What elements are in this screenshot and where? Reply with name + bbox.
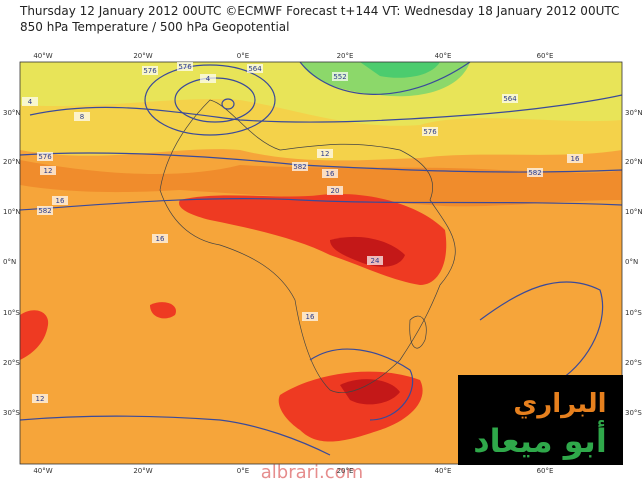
logo-line1: البراري [513, 389, 606, 419]
lat-label-right: 30°N [625, 109, 643, 117]
contour [20, 198, 622, 211]
contour-label: 20 [331, 187, 340, 195]
contour-label-bg [37, 152, 53, 161]
lon-label-bottom: 60°E [537, 467, 554, 475]
lat-label-left: 10°S [3, 309, 20, 317]
temp-light [20, 62, 622, 126]
contour [29, 94, 622, 123]
contour [144, 64, 276, 136]
contour-label: 12 [36, 395, 45, 403]
temp-green-dark [360, 62, 440, 78]
contour-label-bg [152, 234, 168, 243]
contour-label-bg [317, 149, 333, 158]
contour-label: 564 [248, 65, 262, 73]
contour-label-bg [332, 72, 348, 81]
contour-label: 576 [423, 128, 437, 136]
map-frame [19, 61, 623, 465]
contour-label-bg [322, 169, 338, 178]
header-line2: 850 hPa Temperature / 500 hPa Geopotenti… [20, 20, 289, 34]
contour-label-bg [567, 154, 583, 163]
contour-label-bg [302, 312, 318, 321]
lon-label-bottom: 20°W [133, 467, 152, 475]
contour-label: 552 [333, 73, 346, 81]
contour-label-bg [367, 256, 383, 265]
lat-label-left: 20°S [3, 359, 20, 367]
lon-label-top: 40°W [33, 52, 52, 60]
contour-label-bg [40, 166, 56, 175]
lon-label-bottom: 20°E [337, 467, 354, 475]
contour [479, 281, 604, 381]
header-line1: Thursday 12 January 2012 00UTC ©ECMWF Fo… [19, 4, 619, 18]
contour-label-bg [292, 162, 308, 171]
lat-label-right: 10°S [625, 309, 642, 317]
contour [221, 98, 235, 110]
watermark: albrari.com [261, 462, 363, 481]
temp-red-small [150, 302, 176, 319]
lat-label-left: 30°N [3, 109, 21, 117]
lon-label-top: 0°E [237, 52, 249, 60]
contour-label: 582 [528, 169, 541, 177]
lat-label-right: 20°N [625, 158, 643, 166]
contour-label: 16 [56, 197, 65, 205]
contour-label-bg [502, 94, 518, 103]
lat-label-left: 0°N [3, 258, 16, 266]
contour-label: 576 [143, 67, 157, 75]
contour-label: 24 [371, 257, 380, 265]
contour-label: 576 [178, 63, 192, 71]
contour-label-bg [327, 186, 343, 195]
temp-red-west [20, 310, 49, 360]
lat-label-right: 10°N [625, 208, 643, 216]
contour-label: 12 [44, 167, 53, 175]
lat-label-left: 10°N [3, 208, 21, 216]
lon-label-bottom: 0°E [237, 467, 249, 475]
temp-darkred-north [330, 236, 405, 267]
contour-label: 16 [156, 235, 165, 243]
lat-label-right: 0°N [625, 258, 638, 266]
contour [309, 348, 414, 421]
contour-label: 16 [306, 313, 315, 321]
contour-label-bg [37, 206, 53, 215]
contour-label-bg [22, 97, 38, 106]
lon-label-top: 20°W [133, 52, 152, 60]
contour-label: 8 [80, 113, 84, 121]
contour-label-bg [74, 112, 90, 121]
lon-label-bottom: 40°W [33, 467, 52, 475]
contour-label: 4 [28, 98, 33, 106]
contour-label: 564 [503, 95, 517, 103]
contour-label-bg [52, 196, 68, 205]
lat-label-right: 30°S [625, 409, 642, 417]
contour [20, 415, 331, 456]
logo-box [458, 375, 623, 465]
contour-label: 582 [293, 163, 306, 171]
contour-label-bg [32, 394, 48, 403]
contour-label-bg [247, 64, 263, 73]
lon-label-top: 40°E [435, 52, 452, 60]
lat-label-right: 20°S [625, 359, 642, 367]
contour-label: 16 [326, 170, 335, 178]
contour-label: 582 [38, 207, 51, 215]
lon-label-top: 20°E [337, 52, 354, 60]
contour-label: 4 [206, 75, 211, 83]
contour-label: 12 [321, 150, 330, 158]
contour-label: 16 [571, 155, 580, 163]
coastline-africa [159, 99, 456, 393]
lon-label-bottom: 40°E [435, 467, 452, 475]
temp-darkred-south [340, 379, 400, 405]
lat-label-left: 30°S [3, 409, 20, 417]
contour-label-bg [527, 168, 543, 177]
contour-label-bg [422, 127, 438, 136]
contour-label-bg [177, 62, 193, 71]
contour-label-bg [142, 66, 158, 75]
lon-label-top: 60°E [537, 52, 554, 60]
contour-label: 576 [38, 153, 52, 161]
contour [299, 62, 471, 95]
contour-label-bg [200, 74, 216, 83]
logo-line2: أبو ميعاد [473, 420, 607, 460]
lat-label-left: 20°N [3, 158, 21, 166]
coastline-madagascar [409, 315, 427, 349]
